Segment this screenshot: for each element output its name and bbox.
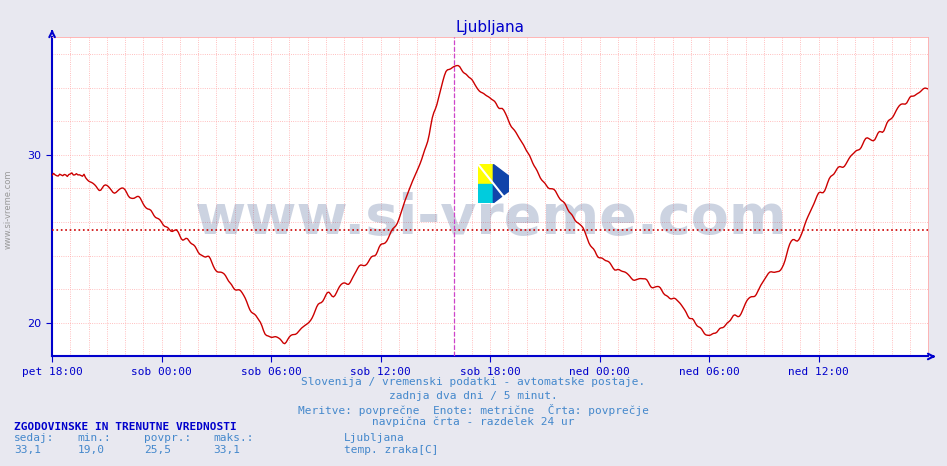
Text: maks.:: maks.: <box>213 433 254 443</box>
Title: Ljubljana: Ljubljana <box>456 20 525 35</box>
Text: sedaj:: sedaj: <box>14 433 55 443</box>
Text: Ljubljana: Ljubljana <box>344 433 404 443</box>
Text: 25,5: 25,5 <box>144 445 171 455</box>
Polygon shape <box>478 184 493 203</box>
Text: temp. zraka[C]: temp. zraka[C] <box>344 445 438 455</box>
Text: www.si-vreme.com: www.si-vreme.com <box>4 170 13 249</box>
Text: zadnja dva dni / 5 minut.: zadnja dva dni / 5 minut. <box>389 391 558 400</box>
Polygon shape <box>478 164 493 184</box>
Polygon shape <box>493 164 509 203</box>
Text: Meritve: povprečne  Enote: metrične  Črta: povprečje: Meritve: povprečne Enote: metrične Črta:… <box>298 404 649 416</box>
Text: povpr.:: povpr.: <box>144 433 191 443</box>
Text: 33,1: 33,1 <box>213 445 241 455</box>
Text: navpična črta - razdelek 24 ur: navpična črta - razdelek 24 ur <box>372 417 575 427</box>
Text: 19,0: 19,0 <box>78 445 105 455</box>
Text: 33,1: 33,1 <box>14 445 42 455</box>
Text: ZGODOVINSKE IN TRENUTNE VREDNOSTI: ZGODOVINSKE IN TRENUTNE VREDNOSTI <box>14 422 237 432</box>
Text: www.si-vreme.com: www.si-vreme.com <box>194 192 786 246</box>
Text: min.:: min.: <box>78 433 112 443</box>
Text: Slovenija / vremenski podatki - avtomatske postaje.: Slovenija / vremenski podatki - avtomats… <box>301 377 646 387</box>
